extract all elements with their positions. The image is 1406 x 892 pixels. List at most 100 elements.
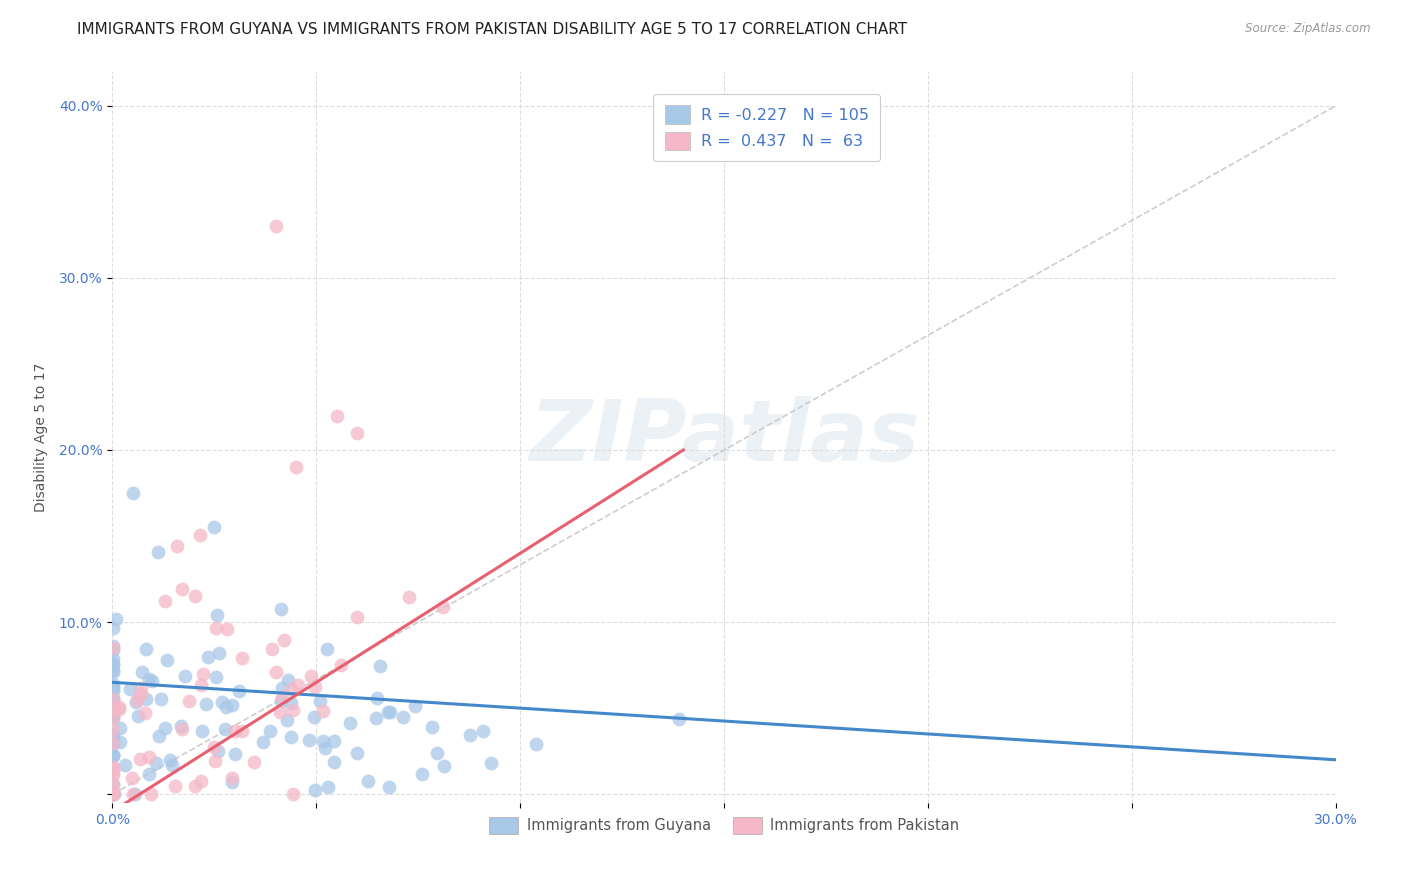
Point	[131, 665, 153, 680]
Point	[101, 652, 124, 666]
Point	[134, 706, 156, 720]
Point	[121, 771, 143, 785]
Point	[391, 710, 413, 724]
Point	[101, 639, 124, 653]
Point	[479, 756, 502, 771]
Point	[346, 747, 368, 761]
Point	[114, 757, 136, 772]
Point	[131, 687, 153, 701]
Point	[101, 643, 124, 657]
Point	[156, 653, 179, 667]
Point	[224, 747, 246, 761]
Text: IMMIGRANTS FROM GUYANA VS IMMIGRANTS FROM PAKISTAN DISABILITY AGE 5 TO 17 CORREL: IMMIGRANTS FROM GUYANA VS IMMIGRANTS FRO…	[77, 22, 907, 37]
Point	[108, 702, 131, 716]
Point	[149, 691, 172, 706]
Point	[101, 710, 124, 724]
Point	[280, 696, 302, 710]
Point	[283, 703, 305, 717]
Point	[231, 651, 253, 665]
Point	[101, 727, 124, 741]
Point	[155, 594, 177, 608]
Point	[271, 681, 294, 695]
Point	[101, 711, 124, 725]
Point	[280, 681, 302, 696]
Point	[166, 539, 188, 553]
Point	[433, 759, 456, 773]
Point	[101, 708, 124, 723]
Point	[138, 672, 160, 686]
Point	[101, 722, 124, 736]
Point	[377, 705, 399, 719]
Point	[273, 632, 295, 647]
Point	[101, 747, 124, 762]
Point	[276, 713, 298, 727]
Point	[101, 764, 124, 779]
Point	[297, 732, 319, 747]
Y-axis label: Disability Age 5 to 17: Disability Age 5 to 17	[34, 362, 48, 512]
Point	[346, 610, 368, 624]
Point	[122, 486, 145, 500]
Point	[101, 777, 124, 791]
Point	[153, 721, 176, 735]
Point	[124, 787, 146, 801]
Point	[145, 756, 167, 770]
Point	[312, 733, 335, 747]
Point	[188, 528, 211, 542]
Point	[191, 667, 214, 681]
Point	[217, 623, 239, 637]
Point	[214, 723, 236, 737]
Point	[277, 673, 299, 687]
Point	[432, 599, 454, 614]
Point	[148, 729, 170, 743]
Point	[101, 762, 124, 776]
Point	[101, 692, 124, 706]
Point	[252, 735, 274, 749]
Point	[135, 642, 157, 657]
Point	[208, 646, 231, 660]
Point	[125, 693, 148, 707]
Point	[301, 669, 323, 683]
Point	[323, 755, 346, 769]
Point	[221, 698, 243, 713]
Point	[103, 787, 125, 801]
Point	[668, 712, 690, 726]
Point	[221, 772, 243, 786]
Point	[101, 760, 124, 774]
Point	[177, 694, 200, 708]
Point	[122, 787, 145, 801]
Point	[131, 681, 153, 695]
Point	[260, 642, 283, 657]
Point	[330, 658, 353, 673]
Point	[314, 741, 336, 756]
Point	[259, 723, 281, 738]
Point	[346, 425, 368, 440]
Point	[101, 731, 124, 746]
Point	[101, 664, 124, 678]
Point	[146, 545, 169, 559]
Point	[105, 612, 128, 626]
Point	[231, 724, 253, 739]
Point	[129, 752, 152, 766]
Point	[207, 744, 229, 758]
Point	[280, 730, 302, 744]
Point	[101, 736, 124, 750]
Point	[101, 748, 124, 763]
Point	[101, 736, 124, 750]
Point	[101, 677, 124, 691]
Point	[204, 520, 226, 534]
Text: Source: ZipAtlas.com: Source: ZipAtlas.com	[1246, 22, 1371, 36]
Point	[101, 680, 124, 694]
Point	[312, 704, 335, 718]
Text: ZIPatlas: ZIPatlas	[529, 395, 920, 479]
Point	[471, 724, 494, 739]
Point	[170, 719, 193, 733]
Point	[228, 683, 250, 698]
Point	[211, 696, 233, 710]
Point	[138, 767, 160, 781]
Point	[163, 779, 186, 793]
Point	[221, 774, 243, 789]
Point	[139, 787, 162, 801]
Point	[127, 709, 149, 723]
Point	[304, 681, 326, 695]
Point	[224, 724, 246, 739]
